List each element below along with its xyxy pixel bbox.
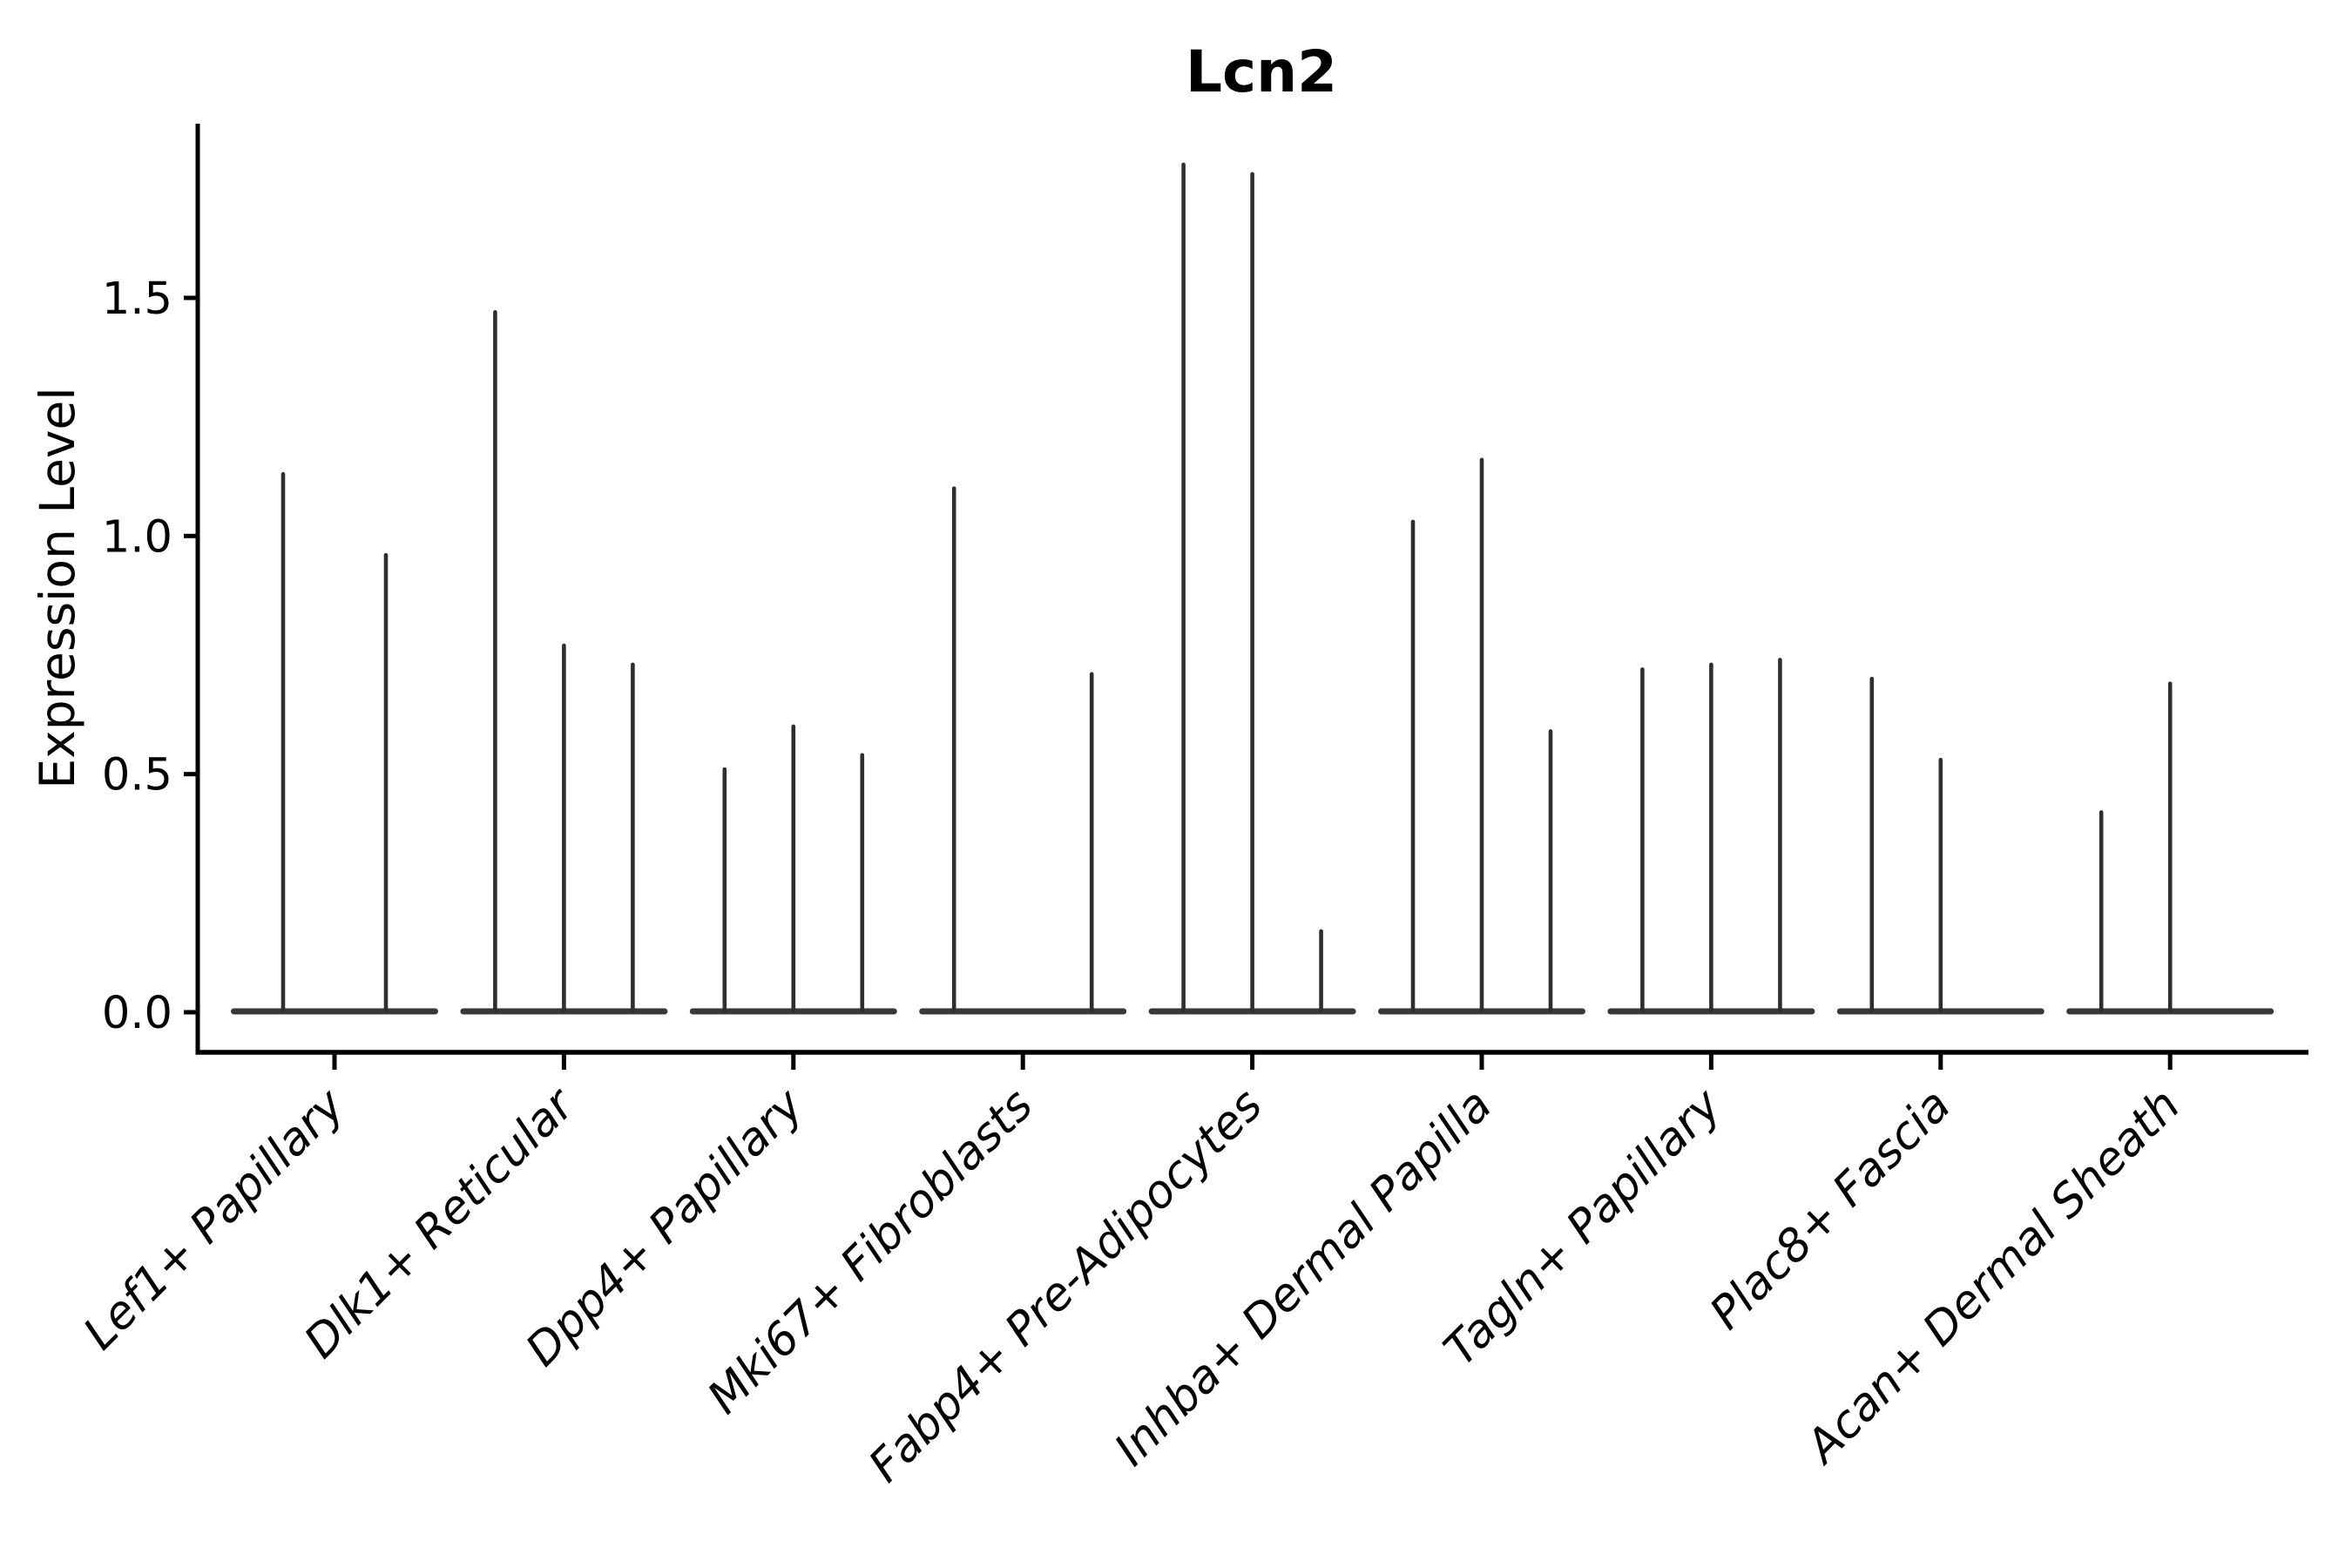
y-tick-label: 1.0 <box>102 511 172 563</box>
chart-title: Lcn2 <box>1186 38 1337 105</box>
x-tick-label: Fabp4+ Pre-Adipocytes <box>859 1079 1273 1493</box>
x-tick-label: Acan+ Dermal Sheath <box>1794 1079 2190 1475</box>
x-tick-label: Plac8+ Fascia <box>1700 1079 1961 1340</box>
y-tick-label: 0.0 <box>102 988 172 1039</box>
y-axis-label: Expression Level <box>30 387 85 788</box>
violin-base <box>919 1008 1127 1015</box>
violin-base <box>231 1008 438 1015</box>
y-tick-label: 0.5 <box>102 750 172 801</box>
x-tick-label: Inhba+ Dermal Papilla <box>1105 1079 1502 1477</box>
y-tick-label: 1.5 <box>102 274 172 325</box>
